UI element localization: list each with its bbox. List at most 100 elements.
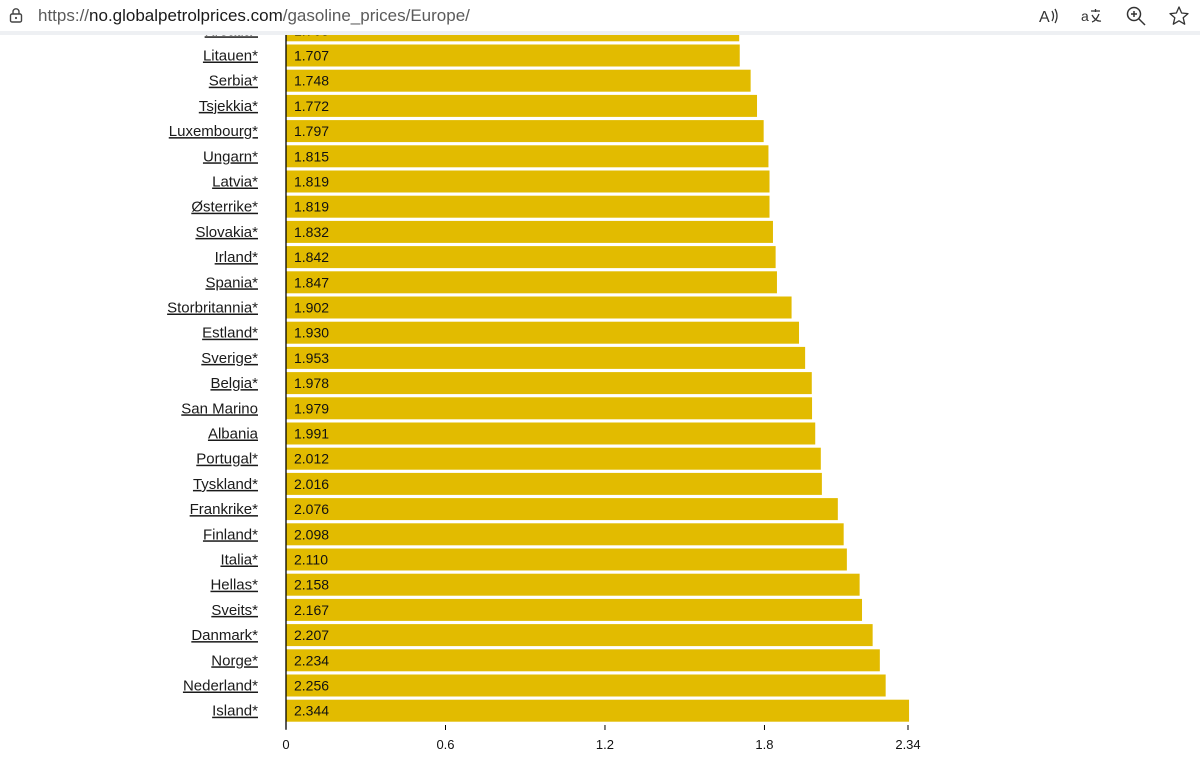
value-label: 1.930 — [294, 325, 329, 341]
value-label: 1.847 — [294, 274, 329, 290]
bar — [286, 296, 792, 319]
x-tick-label: 1.8 — [755, 737, 773, 752]
value-label: 1.842 — [294, 249, 329, 265]
bar — [286, 145, 769, 168]
category-label[interactable]: Portugal* — [196, 451, 258, 468]
value-label-cutoff: 1.705 — [294, 35, 329, 38]
category-label[interactable]: Island* — [212, 703, 258, 720]
bar — [286, 271, 777, 294]
value-label: 2.076 — [294, 501, 329, 517]
bar — [286, 498, 838, 521]
bar — [286, 321, 800, 344]
value-label: 1.748 — [294, 73, 329, 89]
bar — [286, 346, 806, 369]
value-label: 1.979 — [294, 400, 329, 416]
translate-icon[interactable]: a — [1081, 5, 1103, 27]
bar — [286, 523, 844, 546]
value-label: 1.991 — [294, 426, 329, 442]
url-prefix: https:// — [38, 6, 90, 25]
svg-text:A: A — [1039, 9, 1050, 26]
value-label: 2.016 — [294, 476, 329, 492]
bar — [286, 624, 873, 647]
value-label: 1.978 — [294, 375, 329, 391]
category-label[interactable]: Storbritannia* — [167, 300, 258, 317]
bar — [286, 372, 812, 395]
category-label[interactable]: Frankrike* — [190, 501, 259, 518]
category-label[interactable]: Serbia* — [209, 73, 258, 90]
bar — [286, 220, 773, 243]
value-label: 1.953 — [294, 350, 329, 366]
x-tick-label: 0 — [282, 737, 289, 752]
value-label: 1.707 — [294, 48, 329, 64]
bar — [286, 44, 740, 67]
category-label[interactable]: Hellas* — [210, 577, 258, 594]
bar — [286, 472, 822, 495]
category-label[interactable]: Irland* — [215, 249, 259, 266]
bar — [286, 397, 813, 420]
category-label[interactable]: Italia* — [220, 552, 258, 569]
category-label[interactable]: Slovakia* — [195, 224, 258, 241]
category-label[interactable]: Sverige* — [201, 350, 258, 367]
bar — [286, 699, 910, 722]
category-label[interactable]: Nederland* — [183, 678, 258, 695]
value-label: 2.234 — [294, 652, 329, 668]
x-tick-label: 1.2 — [596, 737, 614, 752]
value-label: 1.902 — [294, 300, 329, 316]
value-label: 2.110 — [294, 552, 328, 568]
bar — [286, 548, 847, 571]
zoom-in-icon[interactable] — [1125, 5, 1147, 27]
bar — [286, 69, 751, 92]
value-label: 2.207 — [294, 627, 329, 643]
category-label[interactable]: Danmark* — [191, 627, 258, 644]
url-domain: no.globalpetrolprices.com — [89, 6, 283, 25]
url-text[interactable]: https://no.globalpetrolprices.com/gasoli… — [38, 6, 470, 26]
bar — [286, 598, 863, 621]
category-label[interactable]: Luxembourg* — [169, 123, 258, 140]
category-label[interactable]: Spania* — [205, 274, 258, 291]
category-label[interactable]: Norge* — [211, 652, 258, 669]
value-label: 1.832 — [294, 224, 329, 240]
category-label[interactable]: Tyskland* — [193, 476, 258, 493]
value-label: 2.256 — [294, 678, 329, 694]
category-label[interactable]: Albania — [208, 426, 259, 443]
category-label[interactable]: Estland* — [202, 325, 258, 342]
value-label: 2.012 — [294, 451, 329, 467]
bar-cutoff — [286, 35, 740, 42]
bar — [286, 422, 816, 445]
value-label: 2.344 — [294, 703, 329, 719]
url-path: /gasoline_prices/Europe/ — [282, 6, 470, 25]
bar — [286, 120, 764, 143]
read-aloud-icon[interactable]: A — [1037, 5, 1059, 27]
value-label: 1.819 — [294, 174, 329, 190]
category-label-cutoff: Kroatia* — [205, 35, 259, 39]
value-label: 1.797 — [294, 123, 329, 139]
category-label[interactable]: Latvia* — [212, 174, 258, 191]
category-label[interactable]: Litauen* — [203, 48, 258, 65]
bar — [286, 94, 758, 117]
bar — [286, 649, 880, 672]
bar — [286, 246, 776, 269]
favorite-star-icon[interactable] — [1168, 5, 1190, 27]
category-label[interactable]: San Marino — [181, 400, 258, 417]
category-label[interactable]: Tsjekkia* — [199, 98, 258, 115]
value-label: 1.819 — [294, 199, 329, 215]
value-label: 1.772 — [294, 98, 329, 114]
bar — [286, 170, 770, 193]
value-label: 2.098 — [294, 526, 329, 542]
category-label[interactable]: Østerrike* — [191, 199, 258, 216]
svg-text:a: a — [1081, 8, 1089, 24]
bar — [286, 573, 860, 596]
bar — [286, 447, 821, 470]
x-tick-label: 2.34 — [895, 737, 920, 752]
fuel-price-bar-chart: 1.705 Kroatia* 1.707 Litauen* 1.748 Serbia* 1.… — [167, 35, 921, 752]
x-tick-label: 0.6 — [436, 737, 454, 752]
category-label[interactable]: Finland* — [203, 526, 258, 543]
category-label[interactable]: Ungarn* — [203, 148, 258, 165]
category-label[interactable]: Sveits* — [211, 602, 258, 619]
value-label: 1.815 — [294, 148, 329, 164]
bar — [286, 674, 886, 697]
category-label[interactable]: Belgia* — [210, 375, 258, 392]
value-label: 2.167 — [294, 602, 329, 618]
lock-icon[interactable] — [8, 7, 24, 23]
value-label: 2.158 — [294, 577, 329, 593]
